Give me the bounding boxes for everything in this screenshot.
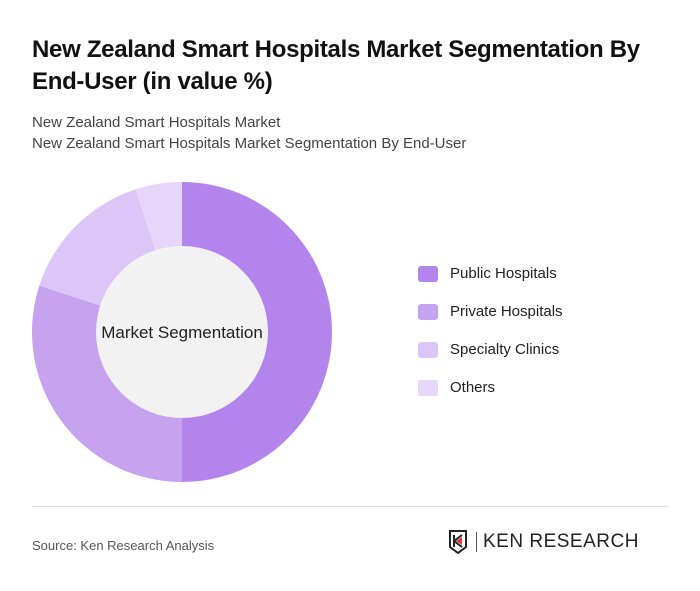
- legend-item-specialty-clinics: Specialty Clinics: [418, 340, 563, 359]
- chart-title: New Zealand Smart Hospitals Market Segme…: [32, 36, 640, 95]
- ken-research-logo: KEN RESEARCH: [448, 530, 639, 554]
- legend-swatch: [418, 379, 438, 396]
- legend-item-others: Others: [418, 378, 563, 397]
- legend-swatch: [418, 303, 438, 320]
- logo-text: KEN RESEARCH: [476, 532, 639, 552]
- legend-label: Others: [450, 379, 496, 396]
- ken-research-logo-icon: [449, 530, 467, 554]
- legend-label: Specialty Clinics: [450, 341, 560, 358]
- legend-label: Private Hospitals: [450, 303, 563, 320]
- source-note: Source: Ken Research Analysis: [32, 538, 215, 553]
- subtitle-market: New Zealand Smart Hospitals Market: [32, 114, 281, 131]
- legend-item-private-hospitals: Private Hospitals: [418, 302, 563, 321]
- divider: [32, 506, 668, 507]
- legend-swatch: [418, 265, 438, 282]
- legend-label: Public Hospitals: [450, 265, 557, 282]
- donut-hole: [96, 246, 268, 418]
- legend-swatch: [418, 341, 438, 358]
- subtitle-segmentation: New Zealand Smart Hospitals Market Segme…: [32, 135, 467, 152]
- center-label: Market Segmentation: [101, 323, 263, 342]
- legend-item-public-hospitals: Public Hospitals: [418, 264, 563, 283]
- legend: Public Hospitals Private Hospitals Speci…: [418, 264, 563, 416]
